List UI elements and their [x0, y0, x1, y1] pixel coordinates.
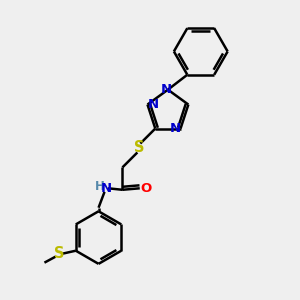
Text: O: O — [140, 182, 151, 195]
Text: H: H — [95, 180, 105, 193]
Text: S: S — [54, 246, 64, 261]
Text: N: N — [147, 98, 158, 111]
Text: N: N — [169, 122, 181, 135]
Text: N: N — [161, 82, 172, 96]
Text: N: N — [100, 182, 112, 195]
Text: S: S — [134, 140, 144, 155]
